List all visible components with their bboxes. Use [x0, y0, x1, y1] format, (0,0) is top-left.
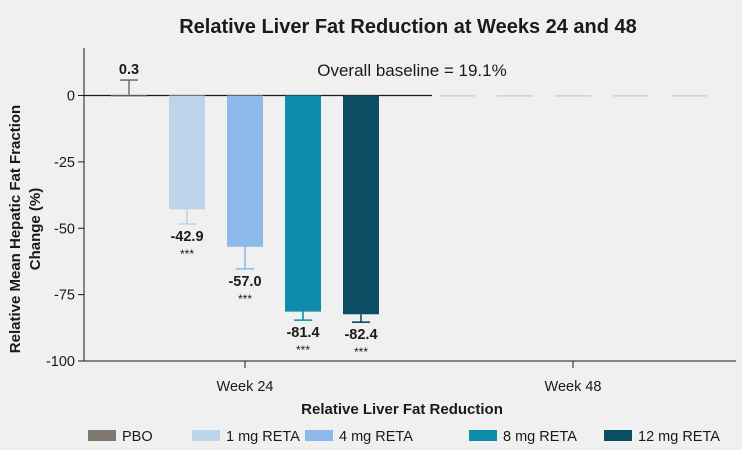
legend-label: 12 mg RETA — [638, 429, 720, 445]
y-tick-label: -75 — [54, 288, 75, 304]
significance-label: *** — [238, 292, 252, 306]
y-tick-label: -100 — [46, 354, 75, 370]
y-axis-title-line1: Relative Mean Hepatic Fat Fraction — [7, 105, 24, 353]
legend: PBO 1 mg RETA 4 mg RETA 8 mg RETA 12 mg RETA — [88, 429, 720, 445]
x-tick-label: Week 48 — [545, 379, 602, 395]
y-tick-label: -50 — [54, 221, 75, 237]
x-tick-label: Week 24 — [217, 379, 274, 395]
bar — [227, 95, 263, 247]
x-axis-title: Relative Liver Fat Reduction — [301, 401, 503, 418]
legend-swatch — [305, 430, 333, 441]
legend-swatch — [469, 430, 497, 441]
legend-swatch — [192, 430, 220, 441]
plot-area: 0 -25 -50 -75 -100 Week 24 Week 48 0.3 -42.9 *** -… — [46, 48, 736, 395]
legend-label: 4 mg RETA — [339, 429, 413, 445]
data-label: -82.4 — [344, 327, 377, 343]
bar — [555, 95, 591, 97]
bar — [111, 95, 147, 97]
legend-swatch — [604, 430, 632, 441]
data-label: -57.0 — [228, 274, 261, 290]
bar — [343, 95, 379, 315]
bar — [671, 95, 707, 97]
data-label: 0.3 — [119, 62, 139, 78]
data-label: -42.9 — [170, 229, 203, 245]
bar — [613, 95, 649, 97]
significance-label: *** — [296, 343, 310, 357]
significance-label: *** — [354, 345, 368, 359]
bar — [285, 95, 321, 312]
legend-swatch — [88, 430, 116, 441]
significance-label: *** — [180, 247, 194, 261]
baseline-annotation: Overall baseline = 19.1% — [317, 61, 506, 80]
bar — [497, 95, 533, 97]
data-label: -81.4 — [286, 325, 319, 341]
chart-title: Relative Liver Fat Reduction at Weeks 24… — [179, 16, 637, 38]
bar — [439, 95, 475, 97]
legend-label: PBO — [122, 429, 153, 445]
bar — [169, 95, 205, 210]
legend-label: 1 mg RETA — [226, 429, 300, 445]
y-axis-title-line2: Change (%) — [27, 188, 44, 271]
legend-label: 8 mg RETA — [503, 429, 577, 445]
y-tick-label: -25 — [54, 155, 75, 171]
y-tick-label: 0 — [67, 89, 75, 105]
